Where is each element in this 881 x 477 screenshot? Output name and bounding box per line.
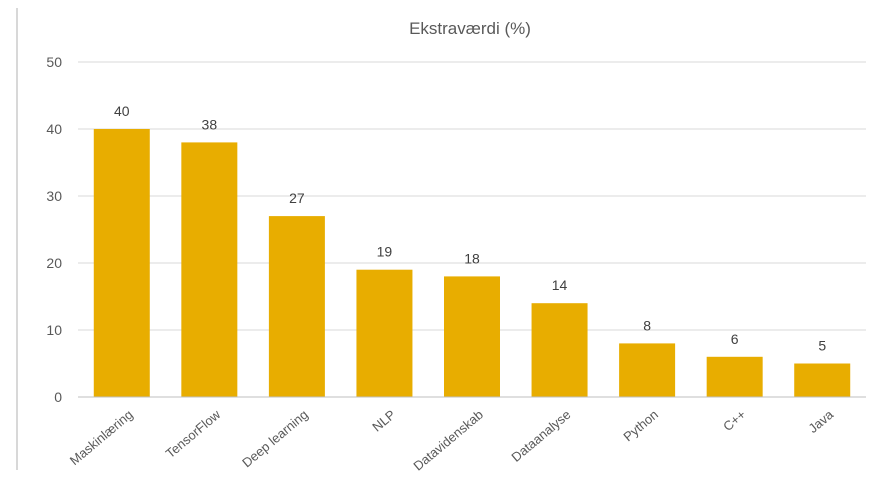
bar-1 [181,142,238,397]
y-tick-label: 40 [46,121,62,137]
bar-3 [356,269,413,397]
bar-0 [93,129,150,397]
category-label-4: Datavidenskab [410,407,486,474]
y-tick-label: 20 [46,255,62,271]
category-label-0: Maskinlæring [67,407,136,468]
category-label-2: Deep learning [239,407,311,471]
data-label-0: 40 [114,103,130,119]
category-label-3: NLP [369,407,398,435]
bar-4 [444,276,500,397]
category-labels: Maskinlæring TensorFlow Deep learning NLP Da… [67,406,837,473]
y-tick-label: 10 [46,322,62,338]
category-label-5: Dataanalyse [508,407,573,465]
bar-8 [794,363,851,397]
data-label-4: 18 [464,250,480,266]
category-label-1: TensorFlow [163,406,224,461]
bar-5 [531,303,588,397]
bar-6 [619,343,676,397]
y-tick-label: 30 [46,188,62,204]
data-labels: 40 38 27 19 18 14 8 6 5 [114,103,826,354]
y-tick-label: 0 [54,389,62,405]
bar-7 [706,356,763,397]
data-label-1: 38 [202,116,218,132]
y-axis-tick-labels: 0 10 20 30 40 50 [46,54,62,405]
bars [93,129,851,397]
data-label-7: 6 [731,331,739,347]
chart-title: Ekstraværdi (%) [409,19,531,38]
data-label-8: 5 [818,338,826,354]
category-label-7: C++ [720,407,748,434]
y-tick-label: 50 [46,54,62,70]
bar-2 [268,216,325,397]
category-label-8: Java [805,406,836,436]
data-label-2: 27 [289,190,305,206]
data-label-6: 8 [643,317,651,333]
category-label-6: Python [620,407,661,445]
data-label-3: 19 [377,244,393,260]
data-label-5: 14 [552,277,568,293]
